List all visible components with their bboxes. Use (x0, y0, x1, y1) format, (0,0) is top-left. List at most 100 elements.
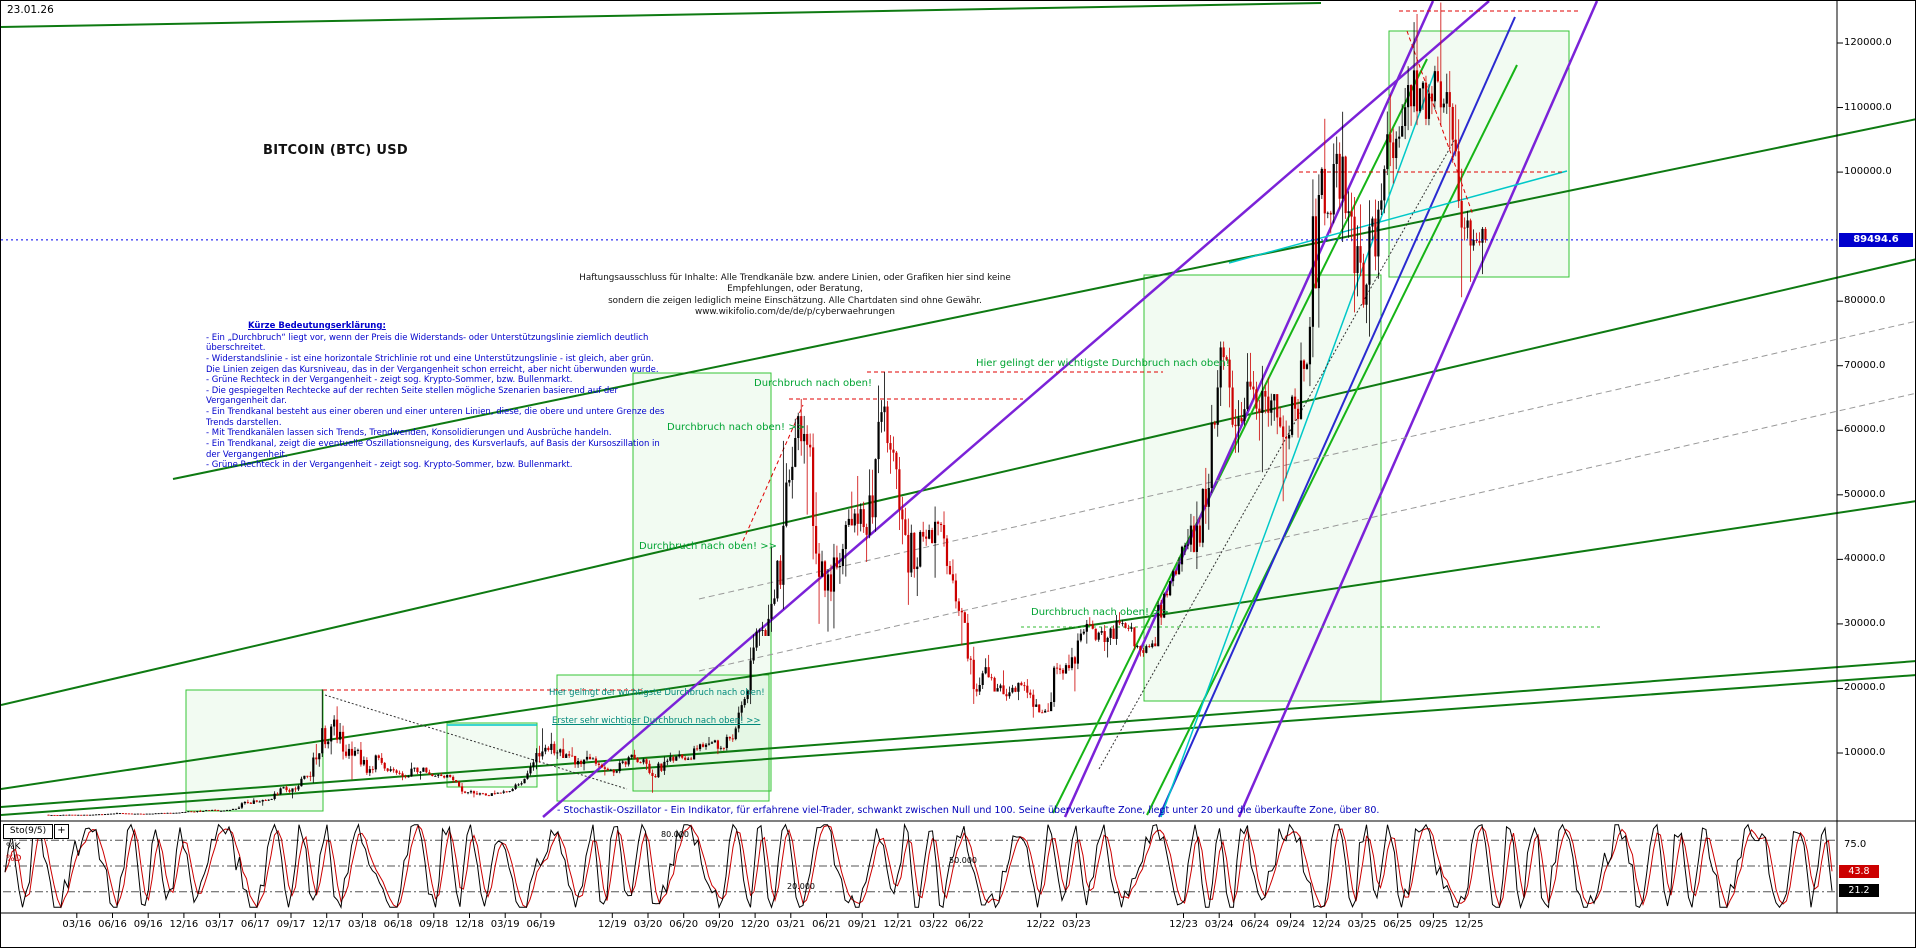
candle-body (1288, 434, 1291, 439)
candle-body (576, 760, 580, 765)
candle-body (264, 800, 267, 801)
candle-body (883, 406, 886, 413)
candle-body (957, 601, 960, 611)
candle-body (1261, 390, 1264, 413)
candle-body (1109, 628, 1112, 638)
candle-body (291, 788, 294, 792)
disclaimer-text: Haftungsausschluss für Inhalte: Alle Tre… (557, 273, 1033, 319)
candle-body (517, 784, 520, 786)
candle-body (1353, 216, 1356, 274)
x-axis-label: 06/20 (669, 919, 699, 930)
candle-body (258, 801, 261, 803)
candle-body (1335, 153, 1338, 164)
candle-body (136, 813, 139, 815)
x-axis-label: 06/17 (240, 919, 270, 930)
candle-body (1445, 92, 1448, 104)
candle-body (939, 523, 943, 526)
y-axis-label: 50000.0 (1844, 488, 1886, 500)
candle-body (175, 812, 178, 814)
candle-body (996, 688, 999, 692)
candle-body (1264, 390, 1267, 397)
sto-indicator-button[interactable]: Sto(9/5) (3, 824, 53, 839)
sto-expand-button[interactable]: + (54, 824, 69, 839)
candle-body (1157, 604, 1160, 647)
sto-level-label: 20.000 (787, 881, 815, 891)
x-axis-label: 03/21 (776, 919, 806, 930)
candle-body (829, 574, 833, 592)
candle-body (856, 513, 859, 524)
candle-body (1305, 364, 1309, 369)
trend-line (324, 694, 628, 790)
legend-lines: - Ein „Durchbruch“ liegt vor, wenn der P… (206, 333, 666, 471)
candle-body (1020, 682, 1023, 686)
candle-body (279, 788, 282, 795)
candle-body (794, 438, 797, 467)
candle-body (344, 751, 348, 756)
candle-body (1133, 627, 1136, 647)
candle-body (1454, 139, 1457, 152)
candle-body (1255, 389, 1258, 409)
candle-body (368, 769, 371, 773)
candle-body (1481, 228, 1484, 243)
candle-body (341, 731, 345, 752)
trend-line (1, 258, 1915, 706)
candle-body (1121, 623, 1124, 625)
candle-body (282, 787, 285, 789)
candle-body (1276, 394, 1279, 418)
candle-body (455, 780, 458, 782)
candle-body (1127, 627, 1130, 629)
x-axis-label: 09/18 (419, 919, 449, 930)
candle-body (1478, 240, 1481, 243)
candle-body (627, 757, 630, 765)
candle-body (731, 738, 734, 740)
candle-body (484, 793, 487, 796)
candle-body (785, 482, 788, 526)
candle-body (124, 813, 127, 815)
candle-body (761, 630, 764, 631)
candle-body (1106, 637, 1109, 642)
candle-body (321, 728, 324, 754)
candle-body (1329, 212, 1332, 215)
candle-body (945, 538, 949, 566)
breakout-annotation: Hier gelingt der wichtigste Durchbruch n… (976, 358, 1230, 369)
candle-body (737, 712, 740, 729)
candle-body (999, 685, 1002, 689)
candle-body (654, 775, 657, 778)
candle-body (687, 758, 690, 760)
candle-body (603, 767, 606, 769)
candle-body (392, 769, 395, 771)
candle-body (841, 549, 844, 567)
sto-value-badge: 43.8 (1839, 864, 1879, 878)
candle-body (127, 813, 130, 815)
candle-body (823, 561, 827, 591)
candle-body (716, 740, 720, 749)
candle-body (169, 812, 172, 814)
chart-title: BITCOIN (BTC) USD (263, 143, 408, 158)
legend-heading: Kürze Bedeutungserklärung: (248, 321, 386, 331)
candle-body (508, 791, 511, 792)
trend-line (1228, 170, 1568, 264)
candle-body (225, 810, 229, 812)
candle-body (562, 749, 565, 758)
candle-body (1228, 359, 1231, 388)
x-axis-label: 09/25 (1418, 919, 1448, 930)
candle-body (1231, 387, 1234, 425)
candle-body (1240, 417, 1243, 422)
candle-body (1463, 227, 1466, 229)
x-axis-label: 03/19 (490, 919, 520, 930)
candle-body (776, 560, 779, 599)
x-axis-label: 06/18 (383, 919, 413, 930)
scenario-rect (1143, 274, 1382, 702)
sto-d-label: %D (6, 854, 22, 864)
candle-body (437, 774, 440, 776)
candle-body (710, 742, 714, 744)
candle-body (651, 772, 654, 776)
candle-body (297, 786, 300, 790)
candle-body (838, 566, 841, 568)
candle-body (1299, 360, 1303, 419)
candle-body (133, 813, 136, 815)
candle-body (993, 677, 996, 692)
x-axis-label: 12/16 (169, 919, 199, 930)
